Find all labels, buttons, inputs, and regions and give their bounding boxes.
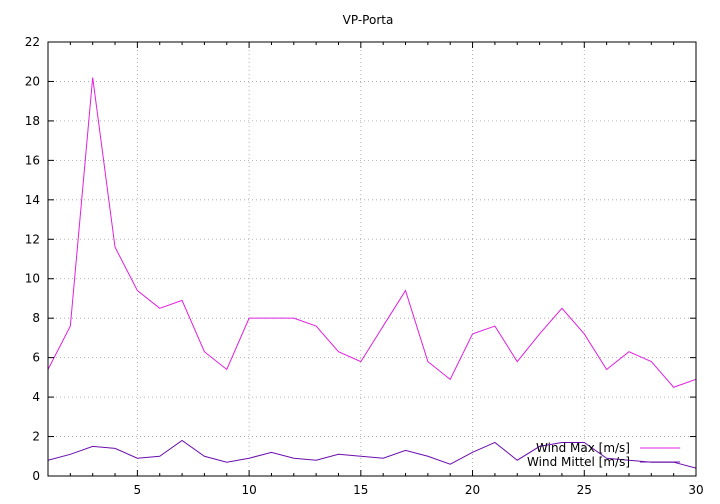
- x-tick-label: 10: [241, 483, 256, 497]
- legend: Wind Max [m/s]Wind Mittel [m/s]: [527, 441, 680, 469]
- grid: [48, 42, 696, 476]
- x-tick-label: 30: [688, 483, 703, 497]
- y-tick-label: 20: [25, 74, 40, 88]
- series-layer: [47, 77, 697, 469]
- y-tick-label: 2: [32, 430, 40, 444]
- plot-frame: [47, 41, 697, 477]
- legend-label-2: Wind Mittel [m/s]: [527, 455, 630, 469]
- y-tick-label: 16: [25, 153, 40, 167]
- x-tick-label: 5: [134, 483, 142, 497]
- y-tick-label: 6: [32, 351, 40, 365]
- y-tick-label: 8: [32, 311, 40, 325]
- series-line-1: [47, 77, 697, 388]
- legend-label-1: Wind Max [m/s]: [536, 441, 630, 455]
- y-tick-label: 22: [25, 35, 40, 49]
- y-tick-label: 12: [25, 232, 40, 246]
- chart-title: VP-Porta: [343, 13, 394, 27]
- series-line-2: [47, 439, 697, 469]
- axis-ticks: 0 2 4 6 8 10 12 14 16 18 20 22 5 10 15 20 25 30: [25, 35, 704, 497]
- y-tick-label: 10: [25, 272, 40, 286]
- x-tick-label: 15: [353, 483, 368, 497]
- x-tick-label: 20: [465, 483, 480, 497]
- y-tick-label: 18: [25, 114, 40, 128]
- x-tick-label: 25: [577, 483, 592, 497]
- y-tick-label: 4: [32, 390, 40, 404]
- y-tick-label: 14: [25, 193, 40, 207]
- y-tick-label: 0: [32, 469, 40, 483]
